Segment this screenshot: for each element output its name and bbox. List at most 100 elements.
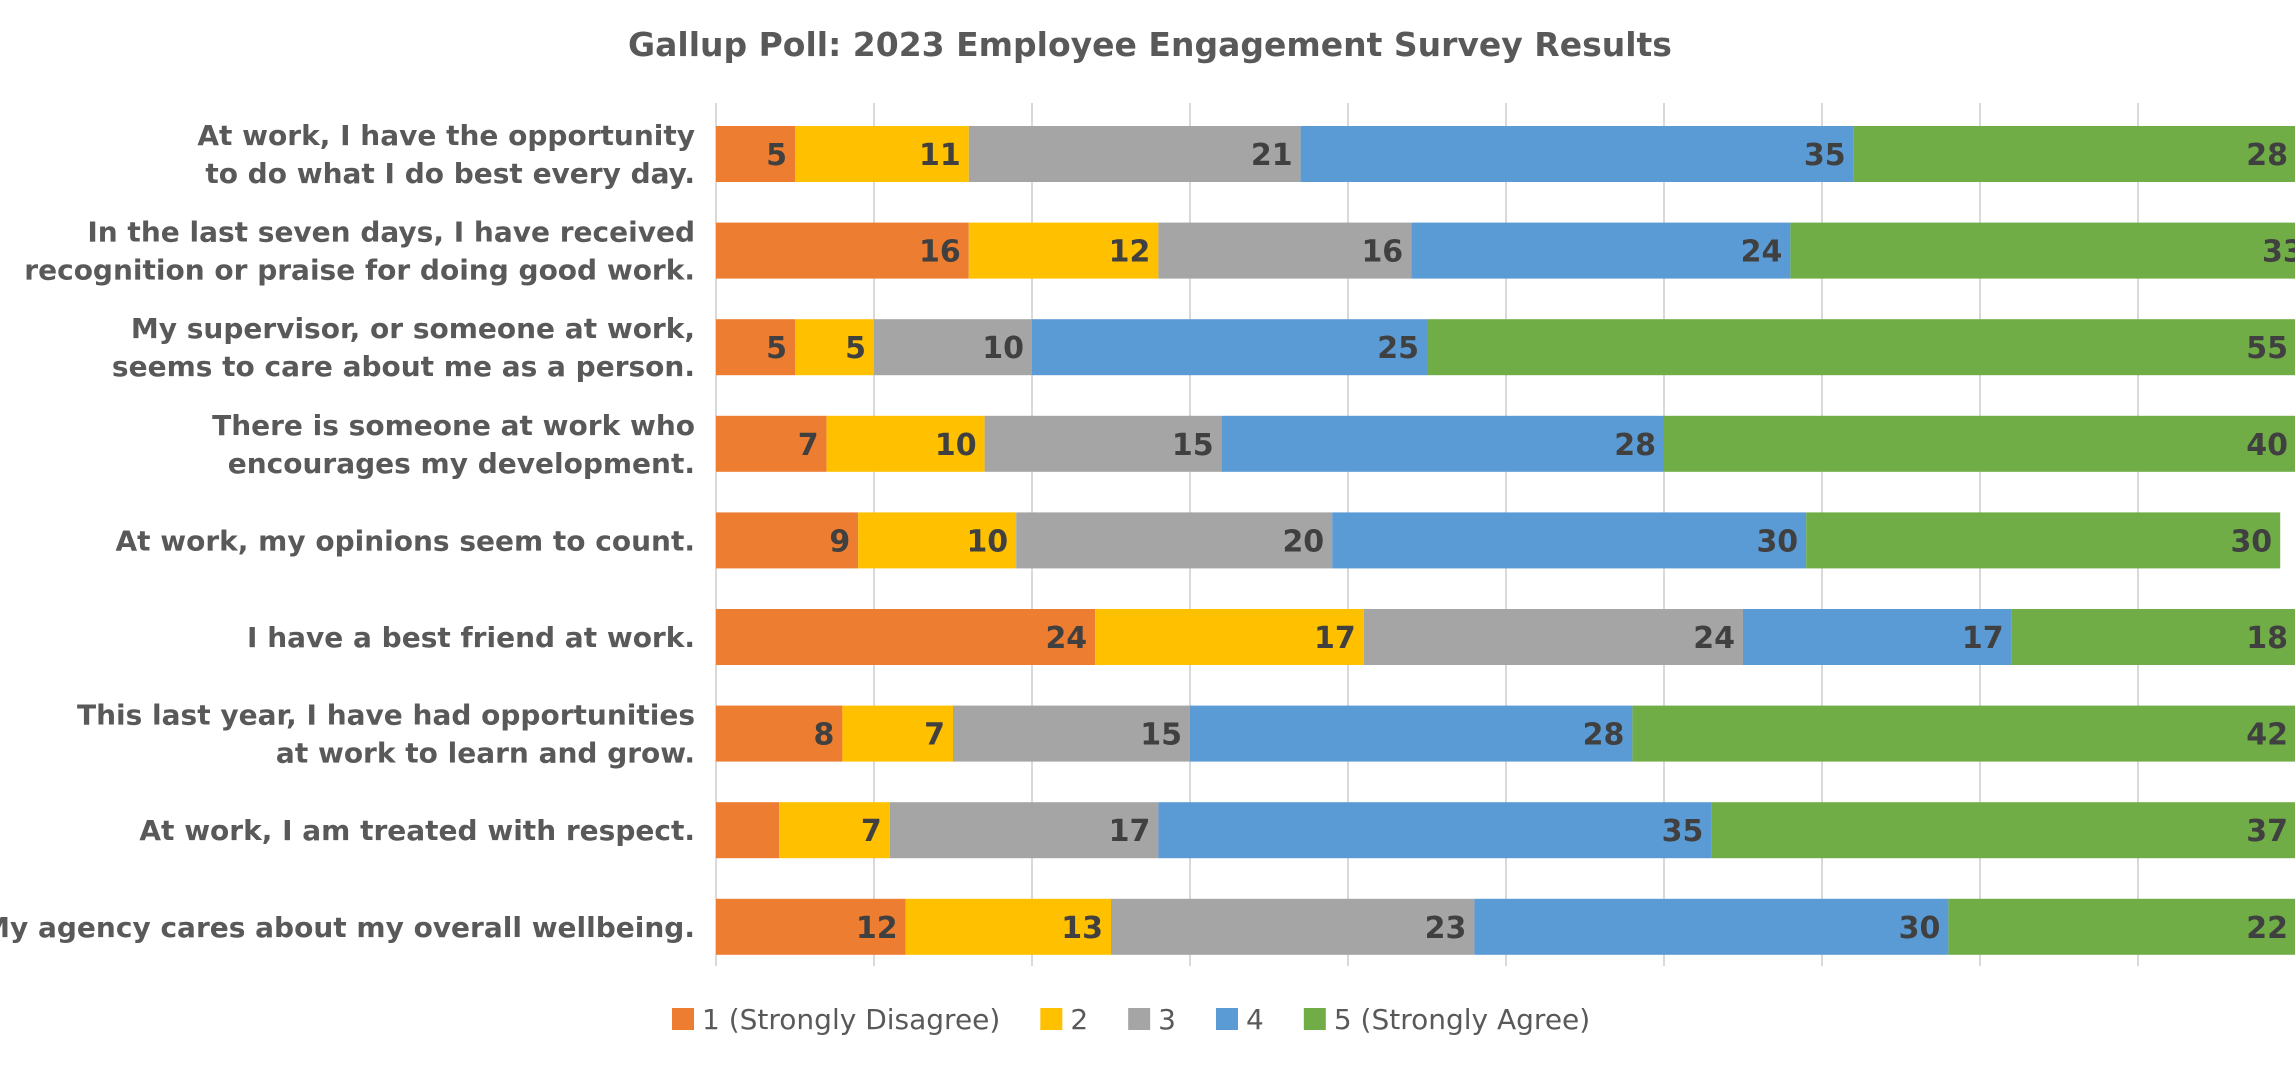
- bar-segment: [1190, 705, 1633, 762]
- legend-swatch: [1128, 1008, 1151, 1030]
- data-label: 10: [982, 331, 1024, 366]
- bar-segment: [1948, 898, 2295, 955]
- category-label: at work to learn and grow.: [276, 737, 695, 770]
- data-label: 30: [2230, 524, 2272, 559]
- bar-segment: [1032, 319, 1427, 376]
- category-label: This last year, I have had opportunities: [77, 699, 695, 732]
- bar-segment: [1853, 126, 2295, 182]
- bar-segment: [1806, 512, 2281, 569]
- legend-label: 5 (Strongly Agree): [1334, 1003, 1590, 1036]
- data-label: 55: [2246, 331, 2288, 366]
- bar-segment: [1711, 802, 2295, 859]
- bar-segment: [716, 512, 859, 569]
- bar-segment: [1664, 415, 2295, 472]
- bar-segment: [716, 222, 969, 279]
- category-label: My supervisor, or someone at work,: [131, 312, 695, 345]
- data-label: 24: [1741, 235, 1783, 270]
- category-label: At work, I have the opportunity: [197, 119, 695, 152]
- data-label: 8: [814, 718, 835, 753]
- legend-swatch: [1303, 1008, 1326, 1030]
- category-label: I have a best friend at work.: [247, 621, 695, 654]
- bar-segment: [953, 705, 1190, 762]
- data-label: 33: [2262, 235, 2295, 270]
- data-label: 30: [1899, 911, 1941, 946]
- bar-segment: [716, 609, 1096, 665]
- bar-segment: [1332, 512, 1807, 569]
- bar-segment: [1632, 705, 2295, 762]
- data-label: 5: [845, 331, 866, 366]
- category-label: seems to care about me as a person.: [112, 350, 695, 383]
- bar-segment: [716, 705, 843, 762]
- data-label: 7: [861, 814, 882, 849]
- data-label: 28: [1583, 718, 1625, 753]
- data-label: 5: [766, 138, 787, 173]
- data-label: 28: [2246, 138, 2288, 173]
- bar-segment: [716, 126, 795, 182]
- category-labels: At work, I have the opportunity to do wha…: [0, 119, 695, 944]
- data-label: 12: [1109, 235, 1151, 270]
- data-label: 22: [2246, 911, 2288, 946]
- data-label: 15: [1172, 428, 1214, 463]
- bar-segment: [795, 319, 874, 376]
- data-label: 9: [829, 524, 850, 559]
- bar-segment: [1111, 898, 1475, 955]
- data-label: 20: [1282, 524, 1324, 559]
- bar-segment: [1158, 222, 1412, 279]
- data-label: 24: [1693, 621, 1735, 656]
- data-label: 16: [919, 235, 961, 270]
- category-label: There is someone at work who: [212, 409, 695, 442]
- data-label: 7: [798, 428, 819, 463]
- bar-segment: [905, 898, 1111, 955]
- data-label: 12: [856, 911, 898, 946]
- legend-label: 4: [1246, 1003, 1264, 1036]
- category-label: to do what I do best every day.: [205, 157, 695, 190]
- category-label: encourages my development.: [228, 447, 695, 480]
- category-label: At work, my opinions seem to count.: [115, 524, 695, 557]
- bar-segment: [716, 319, 795, 376]
- data-label: 5: [766, 331, 787, 366]
- data-label: 17: [1314, 621, 1356, 656]
- bar-segment: [842, 705, 953, 762]
- data-label: 23: [1425, 911, 1467, 946]
- legend-label: 2: [1070, 1003, 1088, 1036]
- bar-segment: [716, 898, 906, 955]
- data-label: 18: [2246, 621, 2288, 656]
- legend-label: 3: [1158, 1003, 1176, 1036]
- bar-segment: [795, 126, 969, 182]
- data-label: 17: [1962, 621, 2004, 656]
- category-label: recognition or praise for doing good wor…: [24, 254, 695, 287]
- bar-segment: [874, 319, 1032, 376]
- legend: 1 (Strongly Disagree) 2 3 4 5 (Strongly Agre…: [672, 1003, 1590, 1036]
- data-label: 25: [1377, 331, 1419, 366]
- bar-segment: [716, 802, 780, 859]
- category-label: At work, I am treated with respect.: [139, 814, 695, 847]
- data-label: 28: [1614, 428, 1656, 463]
- chart-title: Gallup Poll: 2023 Employee Engagement Su…: [628, 25, 1672, 64]
- data-label: 11: [919, 138, 961, 173]
- data-label: 40: [2246, 428, 2288, 463]
- data-label: 24: [1045, 621, 1087, 656]
- bar-segment: [984, 415, 1222, 472]
- data-label: 21: [1251, 138, 1293, 173]
- data-label: 17: [1109, 814, 1151, 849]
- category-label: In the last seven days, I have received: [87, 216, 695, 249]
- legend-label: 1 (Strongly Disagree): [702, 1003, 1000, 1036]
- legend-swatch: [1215, 1008, 1238, 1030]
- data-label: 10: [935, 428, 977, 463]
- bar-segment: [1221, 415, 1664, 472]
- bar-segment: [1743, 609, 2012, 665]
- bar-segment: [1474, 898, 1949, 955]
- bar-segment: [968, 222, 1159, 279]
- data-label: 7: [924, 718, 945, 753]
- data-label: 16: [1361, 235, 1403, 270]
- bar-segment: [889, 802, 1159, 859]
- data-label: 35: [1804, 138, 1846, 173]
- bar-segment: [1790, 222, 2295, 279]
- data-label: 10: [966, 524, 1008, 559]
- data-label: 13: [1061, 911, 1103, 946]
- bar-segment: [1158, 802, 1712, 859]
- bar-segment: [2011, 609, 2295, 665]
- bar-segment: [716, 415, 827, 472]
